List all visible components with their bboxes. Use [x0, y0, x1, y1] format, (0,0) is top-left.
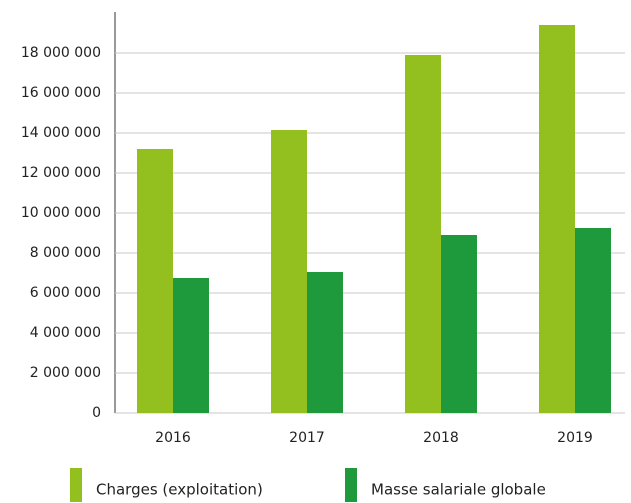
bar	[137, 149, 173, 413]
x-tick-label: 2016	[155, 430, 191, 446]
x-tick-label: 2019	[557, 430, 593, 446]
y-tick-label: 4 000 000	[30, 325, 101, 341]
x-tick-label: 2017	[289, 430, 325, 446]
bar	[271, 130, 307, 413]
y-tick-label: 12 000 000	[21, 165, 101, 181]
bar	[441, 235, 477, 413]
legend-swatch	[70, 468, 82, 502]
bar	[173, 278, 209, 413]
bar	[405, 55, 441, 413]
y-tick-label: 2 000 000	[30, 365, 101, 381]
y-tick-label: 0	[92, 405, 101, 421]
legend-label: Masse salariale globale	[371, 481, 546, 499]
bar	[539, 25, 575, 413]
bar	[307, 272, 343, 413]
bar	[575, 228, 611, 413]
y-tick-label: 14 000 000	[21, 125, 101, 141]
y-tick-label: 18 000 000	[21, 45, 101, 61]
y-tick-label: 16 000 000	[21, 85, 101, 101]
y-tick-label: 10 000 000	[21, 205, 101, 221]
y-tick-label: 8 000 000	[30, 245, 101, 261]
x-tick-label: 2018	[423, 430, 459, 446]
y-tick-label: 6 000 000	[30, 285, 101, 301]
legend-label: Charges (exploitation)	[96, 481, 263, 499]
legend-swatch	[345, 468, 357, 502]
